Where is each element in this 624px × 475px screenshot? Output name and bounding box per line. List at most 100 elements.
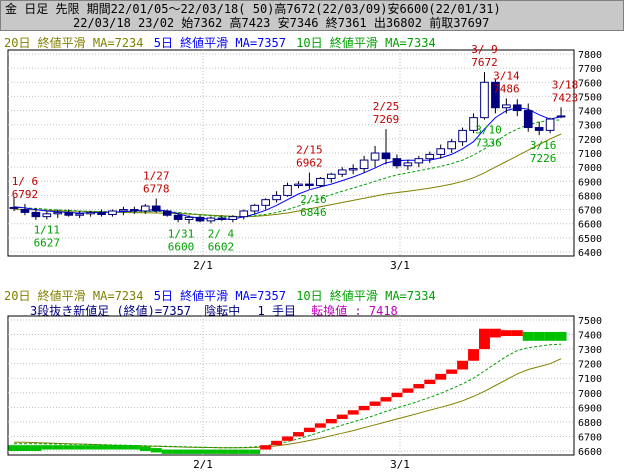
- legend-ma20: 20日 終値平滑 MA=7234: [4, 36, 144, 50]
- renko-down-box: [150, 448, 162, 453]
- renko-y-tick-label: 6900: [578, 403, 602, 414]
- renko-down-box: [205, 449, 217, 454]
- renko-down-box: [544, 331, 556, 341]
- renko-down-box: [8, 445, 20, 451]
- candle-body: [556, 115, 566, 118]
- candle-body: [491, 81, 500, 109]
- renko-y-tick-label: 7000: [578, 389, 602, 400]
- annotation-low-date: 3/16: [530, 139, 557, 152]
- candle-body: [381, 152, 391, 160]
- renko-up-box: [402, 388, 414, 393]
- candle-body: [534, 127, 544, 131]
- renko-up-box: [424, 379, 436, 385]
- legend-ma10: 10日 終値平滑 MA=7334: [296, 289, 436, 303]
- annotation-high-value: 7269: [373, 113, 400, 126]
- candle-body: [283, 185, 292, 196]
- annotation-high-date: 1/27: [143, 170, 170, 183]
- candle-body: [348, 168, 358, 171]
- candle-body: [42, 213, 52, 218]
- renko-down-box: [555, 331, 567, 341]
- ma10-line: [13, 119, 562, 218]
- ma20-line: [14, 358, 562, 449]
- candle-body: [305, 183, 314, 187]
- candle-body: [206, 217, 216, 222]
- candle-y-tick-label: 7500: [578, 92, 602, 103]
- renko-up-box: [358, 405, 370, 411]
- renko-up-box: [271, 440, 283, 446]
- candle-body: [173, 214, 183, 220]
- renko-up-box: [479, 328, 490, 350]
- renko-down-box: [117, 445, 129, 450]
- annotation-high-date: 1/ 6: [12, 175, 39, 188]
- renko-down-box: [74, 445, 86, 450]
- candle-body: [326, 173, 336, 179]
- candle-body: [239, 210, 249, 218]
- candle-body: [31, 211, 41, 218]
- annotation-high-value: 6792: [12, 188, 39, 201]
- annotation-high-value: 6962: [296, 157, 323, 170]
- candle-body: [512, 104, 522, 112]
- renko-y-tick-label: 6600: [578, 447, 602, 458]
- renko-y-tick-label: 7400: [578, 331, 602, 342]
- renko-down-box: [107, 445, 118, 450]
- candle-body: [140, 205, 150, 212]
- candle-body: [337, 169, 347, 175]
- renko-down-box: [522, 331, 534, 341]
- candle-y-tick-label: 7600: [578, 78, 602, 89]
- annotation-high-date: 3/14: [493, 69, 520, 82]
- candle-body: [250, 204, 260, 212]
- renko-down-box: [41, 445, 53, 450]
- renko-y-tick-label: 7500: [578, 316, 602, 327]
- candle-body: [370, 152, 380, 161]
- candle-y-tick-label: 6400: [578, 248, 602, 259]
- renko-x-tick-label: 2/1: [193, 458, 213, 471]
- candle-body: [316, 177, 325, 187]
- candle-body: [294, 183, 303, 187]
- renko-up-box: [336, 414, 348, 419]
- renko-y-tick-label: 6800: [578, 418, 602, 429]
- renko-down-box: [194, 449, 206, 454]
- candle-body: [458, 129, 467, 143]
- renko-down-box: [227, 449, 239, 454]
- renko-down-box: [139, 446, 151, 451]
- candle-body: [228, 216, 238, 220]
- annotation-low-date: 2/16: [300, 193, 327, 206]
- candle-body: [392, 158, 402, 167]
- candle-body: [425, 153, 435, 160]
- renko-reversal: 転換値 : 7418: [311, 304, 398, 318]
- candle-body: [469, 117, 478, 131]
- candle-body: [403, 162, 413, 167]
- annotation-low-value: 6602: [208, 240, 235, 253]
- annotation-low-value: 6846: [300, 206, 327, 219]
- annotation-low-date: 3/10: [475, 124, 502, 137]
- renko-down-box: [238, 449, 250, 454]
- annotation-high-value: 7423: [552, 91, 579, 104]
- annotation-high-date: 3/ 9: [471, 43, 498, 56]
- annotation-low-value: 6600: [168, 241, 195, 254]
- renko-down-box: [96, 445, 107, 450]
- candle-y-tick-label: 6900: [578, 177, 602, 188]
- annotation-high-value: 7486: [493, 82, 520, 95]
- renko-down-box: [85, 445, 97, 450]
- renko-down-box: [183, 449, 195, 454]
- annotation-high-value: 6778: [143, 183, 170, 196]
- candle-body: [9, 206, 19, 209]
- candle-y-tick-label: 6800: [578, 191, 602, 202]
- chart-header-latest-bar: 22/03/18 23/02 始7362 高7423 安7346 終7361 出…: [0, 15, 624, 31]
- renko-step: 1 手目: [257, 304, 296, 318]
- annotation-high-date: 3/18: [552, 78, 579, 91]
- renko-x-tick-label: 3/1: [390, 458, 410, 471]
- candle-y-tick-label: 6700: [578, 206, 602, 217]
- renko-y-tick-label: 7300: [578, 345, 602, 356]
- renko-plot-frame: [7, 315, 575, 456]
- annotation-high-date: 2/15: [296, 144, 323, 157]
- candle-body: [53, 211, 63, 215]
- candle-body: [261, 199, 270, 206]
- renko-down-box: [128, 445, 140, 450]
- candle-y-tick-label: 7800: [578, 50, 602, 61]
- candle-body: [130, 209, 139, 212]
- candle-body: [217, 217, 227, 220]
- ma10-line: [14, 343, 562, 449]
- candle-y-tick-label: 7300: [578, 121, 602, 132]
